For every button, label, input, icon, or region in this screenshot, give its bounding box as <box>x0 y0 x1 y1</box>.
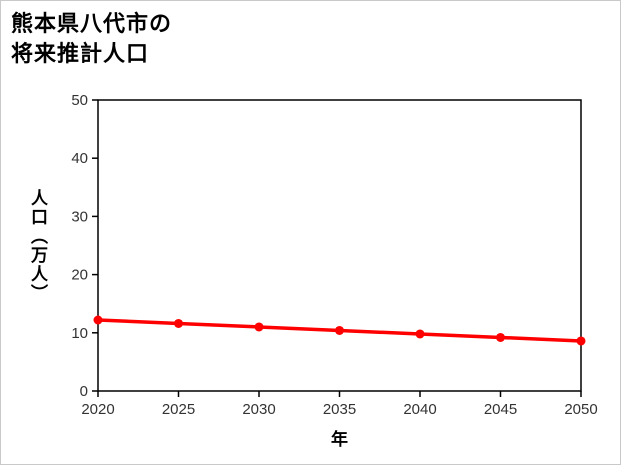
data-point <box>415 329 425 339</box>
y-tick-label: 10 <box>71 325 88 342</box>
y-axis-title: 人口（万人） <box>28 188 47 303</box>
plot-border <box>97 99 582 392</box>
x-tick-label: 2050 <box>564 401 597 418</box>
x-tick-label: 2025 <box>162 401 195 418</box>
chart-title-line-1: 熊本県八代市の <box>11 11 173 36</box>
data-point <box>93 315 103 325</box>
y-tick-label: 20 <box>71 267 88 284</box>
x-tick-label: 2020 <box>81 401 114 418</box>
y-tick-label: 30 <box>71 208 88 225</box>
chart-title-line-2: 将来推計人口 <box>11 41 150 66</box>
y-tick-label: 40 <box>71 150 88 167</box>
data-point <box>496 332 505 342</box>
x-axis-title: 年 <box>331 430 348 449</box>
data-point <box>254 322 264 332</box>
data-point <box>335 325 344 335</box>
x-tick-label: 2040 <box>403 401 436 418</box>
x-tick-label: 2045 <box>484 401 517 418</box>
x-tick-label: 2030 <box>242 401 275 418</box>
data-point <box>576 336 586 346</box>
chart-title: 熊本県八代市の 将来推計人口 <box>11 9 172 69</box>
x-tick-label: 2035 <box>323 401 356 418</box>
y-tick-label: 0 <box>80 383 88 400</box>
y-tick-label: 50 <box>71 92 88 109</box>
data-point <box>174 318 183 328</box>
